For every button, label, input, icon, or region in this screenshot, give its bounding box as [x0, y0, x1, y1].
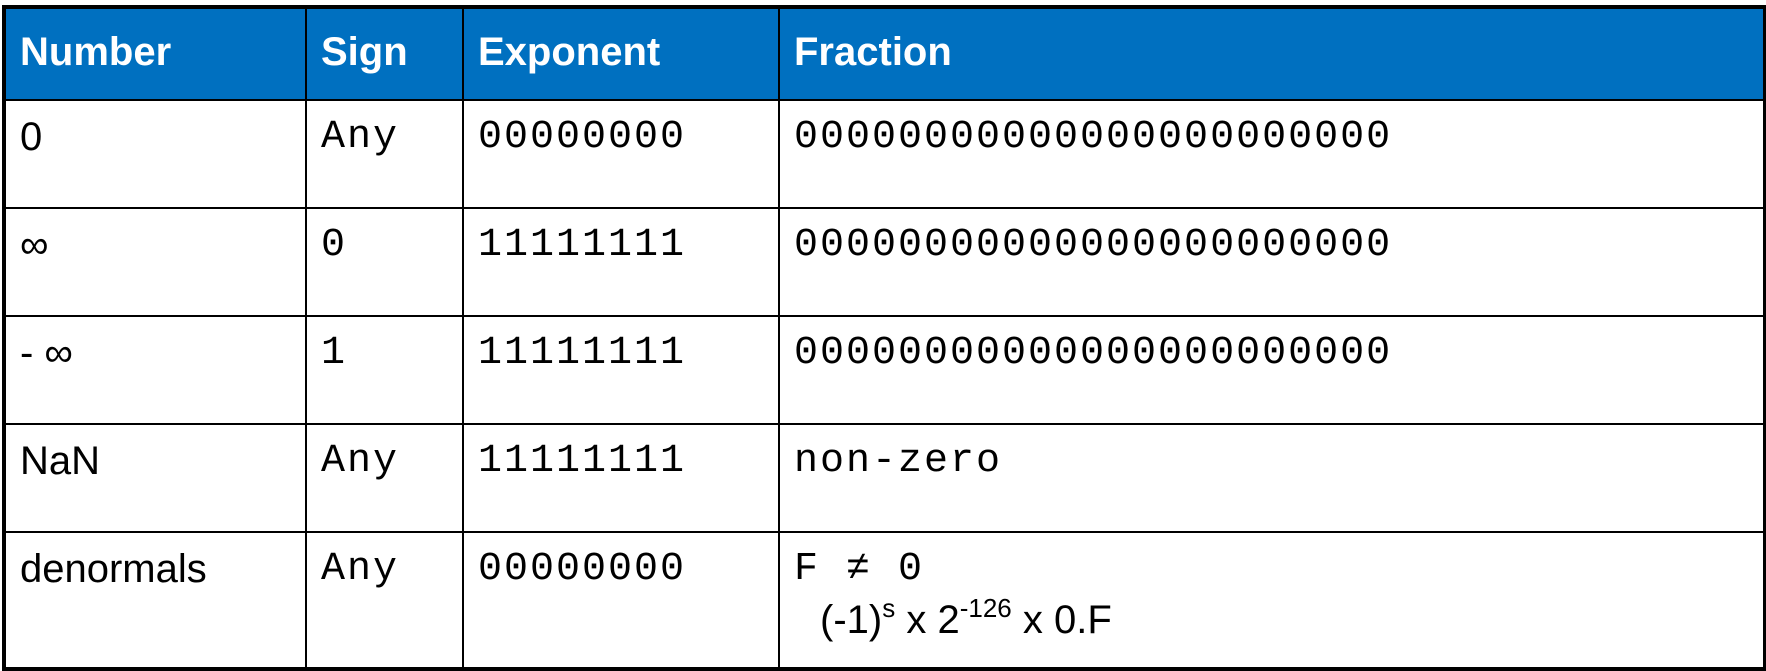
- table-row: ∞ 0 11111111 00000000000000000000000: [3, 207, 1766, 317]
- cell-sign: 1: [305, 315, 464, 425]
- cell-fraction: non-zero: [778, 423, 1766, 533]
- ieee-special-values-table: Number Sign Exponent Fraction 0 Any 0000…: [2, 5, 1766, 671]
- header-exponent: Exponent: [462, 6, 780, 101]
- table-header-row: Number Sign Exponent Fraction: [3, 6, 1766, 101]
- cell-number: 0: [3, 99, 307, 209]
- ieee-special-values-table-container: Number Sign Exponent Fraction 0 Any 0000…: [2, 5, 1766, 671]
- table-row: 0 Any 00000000 00000000000000000000000: [3, 99, 1766, 209]
- cell-exponent: 11111111: [462, 315, 780, 425]
- header-sign: Sign: [305, 6, 464, 101]
- cell-fraction: 00000000000000000000000: [778, 315, 1766, 425]
- formula-mid: x 2: [895, 598, 960, 642]
- cell-number: - ∞: [3, 315, 307, 425]
- cell-number: ∞: [3, 207, 307, 317]
- cell-exponent: 11111111: [462, 207, 780, 317]
- cell-number: NaN: [3, 423, 307, 533]
- formula-power-exponent: -126: [959, 593, 1012, 623]
- cell-sign: 0: [305, 207, 464, 317]
- table-row: - ∞ 1 11111111 00000000000000000000000: [3, 315, 1766, 425]
- cell-exponent: 11111111: [462, 423, 780, 533]
- denormal-value-formula: (-1)s x 2-126 x 0.F: [794, 595, 1763, 643]
- cell-fraction: 00000000000000000000000: [778, 99, 1766, 209]
- cell-fraction: 00000000000000000000000: [778, 207, 1766, 317]
- cell-exponent: 00000000: [462, 531, 780, 670]
- cell-number: denormals: [3, 531, 307, 670]
- table-row: NaN Any 11111111 non-zero: [3, 423, 1766, 533]
- formula-tail: x 0.F: [1011, 598, 1112, 642]
- cell-exponent: 00000000: [462, 99, 780, 209]
- cell-sign: Any: [305, 99, 464, 209]
- formula-base: (-1): [820, 598, 883, 642]
- formula-sign-exponent: s: [882, 593, 896, 623]
- header-number: Number: [3, 6, 307, 101]
- denormal-fraction-condition: F ≠ 0: [794, 547, 925, 592]
- table-row: denormals Any 00000000 F ≠ 0 (-1)s x 2-1…: [3, 531, 1766, 670]
- cell-sign: Any: [305, 531, 464, 670]
- cell-sign: Any: [305, 423, 464, 533]
- cell-fraction: F ≠ 0 (-1)s x 2-126 x 0.F: [778, 531, 1766, 670]
- header-fraction: Fraction: [778, 6, 1766, 101]
